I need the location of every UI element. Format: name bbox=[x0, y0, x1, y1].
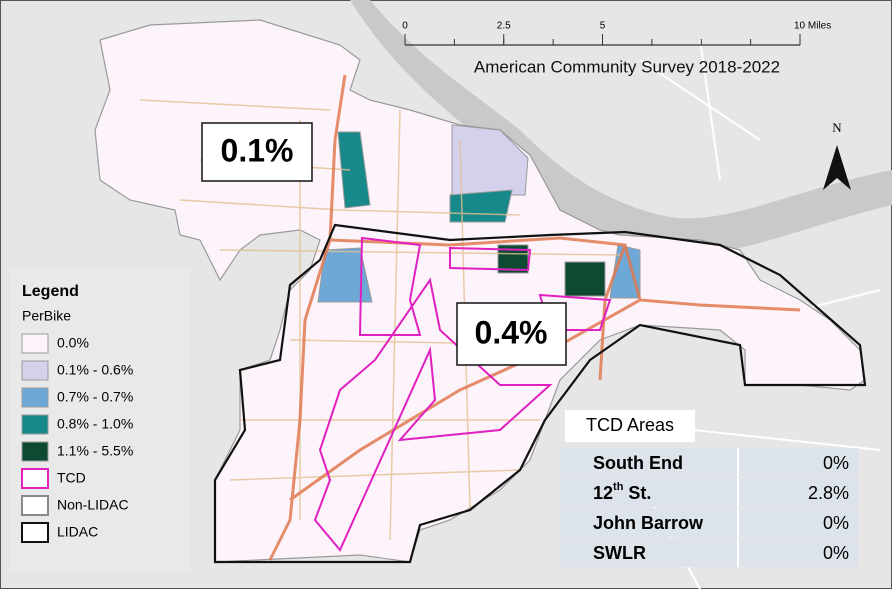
legend-swatch bbox=[21, 387, 49, 408]
table-row bbox=[560, 448, 858, 477]
legend-swatch bbox=[21, 414, 49, 435]
legend-field: PerBike bbox=[22, 308, 71, 324]
row-name-part: th bbox=[613, 481, 624, 493]
north-arrow bbox=[823, 145, 851, 190]
legend-label: 0.0% bbox=[57, 335, 89, 351]
scale-label: 10 Miles bbox=[794, 21, 831, 32]
legend-swatch bbox=[21, 441, 49, 462]
legend-swatch bbox=[21, 522, 49, 543]
scale-label: 2.5 bbox=[497, 21, 511, 32]
callout-box bbox=[201, 122, 313, 182]
row-name-part: John Barrow bbox=[593, 513, 704, 533]
row-value: 0% bbox=[823, 543, 849, 563]
row-name: John Barrow bbox=[593, 513, 704, 533]
legend-label: TCD bbox=[57, 470, 86, 486]
legend-swatch bbox=[21, 333, 49, 354]
callout: 0.4% bbox=[475, 314, 548, 350]
row-name: SWLR bbox=[593, 543, 646, 563]
legend-label: LIDAC bbox=[57, 524, 98, 540]
row-name-part: 12 bbox=[593, 483, 613, 503]
scale-bar: 0 2.5 5 10 Miles bbox=[402, 21, 831, 46]
row-name: 12th St. bbox=[593, 481, 651, 503]
legend-title: Legend bbox=[22, 283, 79, 300]
map-title: American Community Survey 2018-2022 bbox=[474, 57, 780, 76]
callout-box bbox=[456, 302, 567, 366]
scale-label: 0 bbox=[402, 21, 408, 32]
legend-label: 0.1% - 0.6% bbox=[57, 362, 133, 378]
legend-swatch bbox=[21, 468, 49, 489]
background-streets bbox=[599, 39, 881, 590]
table-title-box bbox=[565, 410, 695, 442]
row-value: 2.8% bbox=[808, 483, 849, 503]
legend-label: 0.7% - 0.7% bbox=[57, 389, 133, 405]
row-name-part: SWLR bbox=[593, 543, 646, 563]
row-name-part: St. bbox=[623, 483, 651, 503]
north-label: N bbox=[832, 120, 842, 135]
legend-swatch bbox=[21, 360, 49, 381]
table-title: TCD Areas bbox=[586, 415, 674, 435]
legend-label: Non-LIDAC bbox=[57, 497, 129, 513]
lidac-outline bbox=[213, 223, 867, 564]
table-row bbox=[560, 478, 858, 507]
row-value: 0% bbox=[823, 453, 849, 473]
legend-items: 0.0% 0.1% - 0.6% 0.7% - 0.7% 0.8% - 1.0% 1.1… bbox=[21, 333, 133, 543]
scale-label: 5 bbox=[600, 21, 606, 32]
tcd-table: South End 0% 12th St. 2.8% John Barrow 0% SWLR… bbox=[560, 448, 858, 567]
legend-label: 0.8% - 1.0% bbox=[57, 416, 133, 432]
river bbox=[350, 0, 892, 257]
legend-label: 1.1% - 5.5% bbox=[57, 443, 133, 459]
legend-swatch bbox=[21, 495, 49, 516]
row-name: South End bbox=[593, 453, 683, 473]
row-value: 0% bbox=[823, 513, 849, 533]
table-row bbox=[560, 508, 858, 537]
row-name-part: South End bbox=[593, 453, 683, 473]
tcd-areas bbox=[313, 236, 612, 552]
table-row bbox=[560, 538, 858, 567]
callout: 0.1% bbox=[221, 132, 294, 168]
